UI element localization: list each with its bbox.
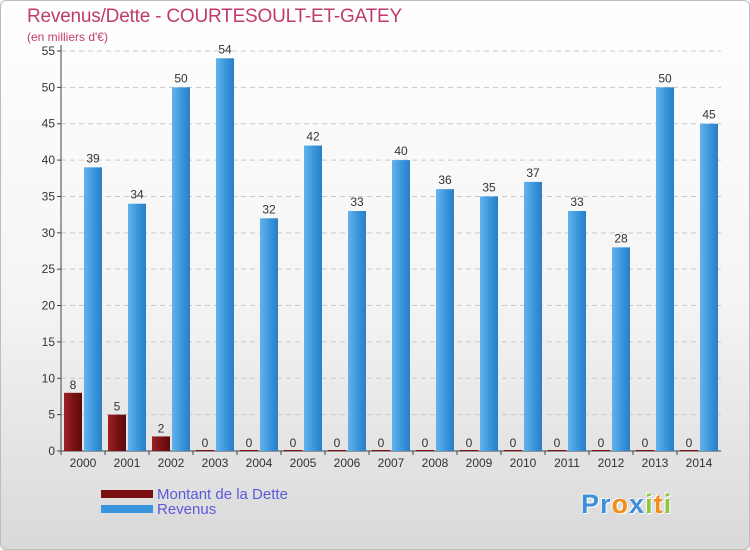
value-label-dette: 2 — [158, 421, 165, 435]
y-tick-label: 35 — [42, 189, 56, 203]
bar-dette — [240, 450, 258, 451]
y-tick-label: 10 — [42, 371, 56, 385]
value-label-revenus: 54 — [218, 42, 232, 56]
legend-swatch-dette — [101, 490, 153, 498]
chart-subtitle: (en milliers d'€) — [27, 30, 108, 44]
x-tick-label: 2010 — [510, 456, 537, 470]
bar-dette — [64, 392, 82, 451]
x-tick-label: 2004 — [246, 456, 273, 470]
x-tick-label: 2005 — [290, 456, 317, 470]
bar-revenus — [348, 211, 366, 451]
bar-revenus — [700, 123, 718, 452]
bar-dette — [416, 450, 434, 451]
bar-revenus — [84, 167, 102, 451]
value-label-dette: 0 — [642, 436, 649, 450]
bar-revenus — [436, 189, 454, 451]
x-tick-label: 2006 — [334, 456, 361, 470]
value-label-dette: 0 — [510, 436, 517, 450]
value-label-revenus: 34 — [130, 188, 144, 202]
x-tick-label: 2012 — [598, 456, 625, 470]
bar-revenus — [524, 181, 542, 451]
bar-dette — [460, 450, 478, 451]
bar-revenus — [656, 87, 674, 451]
value-label-revenus: 36 — [438, 173, 452, 187]
value-label-revenus: 35 — [482, 180, 496, 194]
value-label-revenus: 50 — [658, 71, 672, 85]
value-label-dette: 0 — [378, 436, 385, 450]
value-label-dette: 0 — [290, 436, 297, 450]
bar-revenus — [172, 87, 190, 451]
value-label-revenus: 42 — [306, 130, 320, 144]
value-label-dette: 0 — [334, 436, 341, 450]
value-label-dette: 0 — [554, 436, 561, 450]
bar-dette — [504, 450, 522, 451]
x-tick-label: 2000 — [70, 456, 97, 470]
value-label-revenus: 28 — [614, 231, 628, 245]
bar-revenus — [216, 58, 234, 451]
value-label-dette: 0 — [202, 436, 209, 450]
x-tick-label: 2014 — [686, 456, 713, 470]
legend-label-dette: Montant de la Dette — [157, 486, 288, 503]
bar-dette — [636, 450, 654, 451]
bar-dette — [152, 436, 170, 451]
value-label-dette: 0 — [466, 436, 473, 450]
bar-dette — [372, 450, 390, 451]
bar-dette — [196, 450, 214, 451]
y-tick-label: 5 — [48, 408, 55, 422]
legend-swatch-revenus — [101, 505, 153, 513]
value-label-dette: 0 — [598, 436, 605, 450]
bar-revenus — [568, 211, 586, 451]
bar-dette — [284, 450, 302, 451]
value-label-revenus: 33 — [570, 195, 584, 209]
value-label-dette: 0 — [246, 436, 253, 450]
x-tick-label: 2011 — [554, 456, 580, 470]
y-tick-label: 55 — [42, 44, 56, 58]
value-label-revenus: 33 — [350, 195, 364, 209]
x-tick-label: 2002 — [158, 456, 185, 470]
x-tick-label: 2008 — [422, 456, 449, 470]
bar-dette — [592, 450, 610, 451]
y-tick-label: 30 — [42, 226, 56, 240]
bar-revenus — [392, 160, 410, 451]
value-label-revenus: 32 — [262, 202, 276, 216]
value-label-revenus: 37 — [526, 166, 540, 180]
y-tick-label: 20 — [42, 299, 56, 313]
x-tick-label: 2003 — [202, 456, 229, 470]
bar-dette — [108, 414, 126, 451]
chart-title: Revenus/Dette - COURTESOULT-ET-GATEY — [27, 6, 403, 27]
bar-revenus — [128, 203, 146, 451]
x-tick-label: 2009 — [466, 456, 493, 470]
x-tick-label: 2013 — [642, 456, 669, 470]
y-tick-label: 25 — [42, 262, 56, 276]
bar-revenus — [260, 218, 278, 451]
value-label-revenus: 39 — [86, 151, 100, 165]
proxiti-logo: Proxiti — [581, 489, 673, 519]
legend-label-revenus: Revenus — [157, 501, 217, 518]
value-label-revenus: 45 — [702, 108, 716, 122]
x-tick-label: 2007 — [378, 456, 405, 470]
bar-dette — [328, 450, 346, 451]
bar-dette — [548, 450, 566, 451]
y-tick-label: 15 — [42, 335, 56, 349]
x-tick-label: 2001 — [114, 456, 141, 470]
bar-dette — [680, 450, 698, 451]
value-label-dette: 0 — [422, 436, 429, 450]
value-label-dette: 0 — [686, 436, 693, 450]
y-tick-label: 40 — [42, 153, 56, 167]
value-label-revenus: 50 — [174, 71, 188, 85]
bar-revenus — [612, 247, 630, 451]
bar-revenus — [304, 145, 322, 451]
value-label-revenus: 40 — [394, 144, 408, 158]
bar-revenus — [480, 196, 498, 451]
y-tick-label: 0 — [48, 444, 55, 458]
value-label-dette: 8 — [70, 378, 77, 392]
y-tick-label: 45 — [42, 117, 56, 131]
y-tick-label: 50 — [42, 80, 56, 94]
value-label-dette: 5 — [114, 400, 121, 414]
